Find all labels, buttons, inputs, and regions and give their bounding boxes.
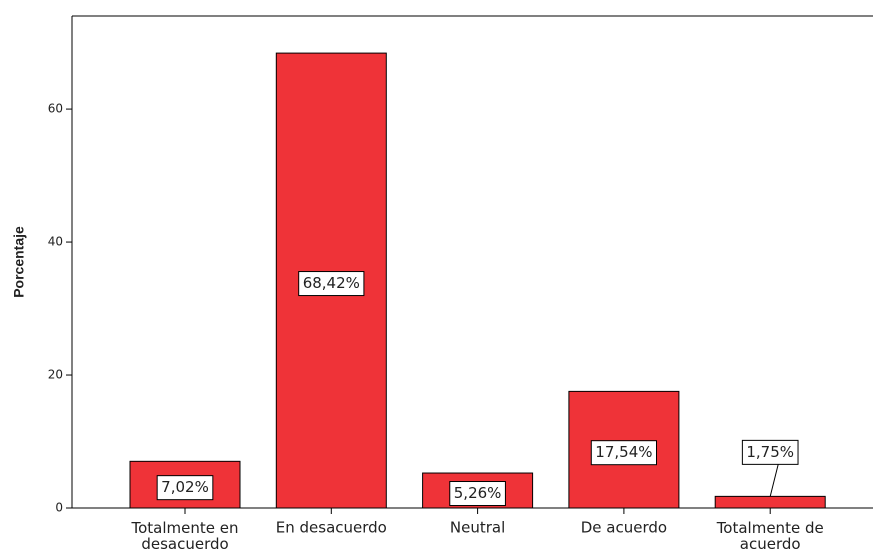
value-label: 5,26% [454, 484, 502, 502]
y-axis-label: Porcentaje [11, 226, 27, 298]
x-tick-label: De acuerdo [581, 519, 667, 537]
value-label-box [590, 440, 658, 466]
leader-line [769, 464, 779, 497]
value-label-box [298, 271, 365, 297]
value-label: 17,54% [595, 443, 652, 461]
value-label: 68,42% [303, 274, 360, 292]
x-tick-label: En desacuerdo [276, 519, 387, 537]
x-tick-label: Neutral [450, 519, 505, 537]
value-label: 7,02% [161, 478, 209, 496]
value-label-box [449, 481, 506, 507]
value-label-box [156, 475, 214, 501]
x-tick-label: Totalmente de acuerdo [716, 519, 824, 553]
y-tick-label: 40 [48, 235, 63, 249]
value-label-box [741, 439, 799, 465]
bar [714, 495, 826, 509]
y-tick-label: 60 [48, 102, 63, 116]
value-label: 1,75% [746, 443, 794, 461]
x-tick-label: Totalmente en desacuerdo [131, 519, 239, 553]
y-tick-label: 0 [55, 501, 63, 515]
y-tick-label: 20 [48, 368, 63, 382]
